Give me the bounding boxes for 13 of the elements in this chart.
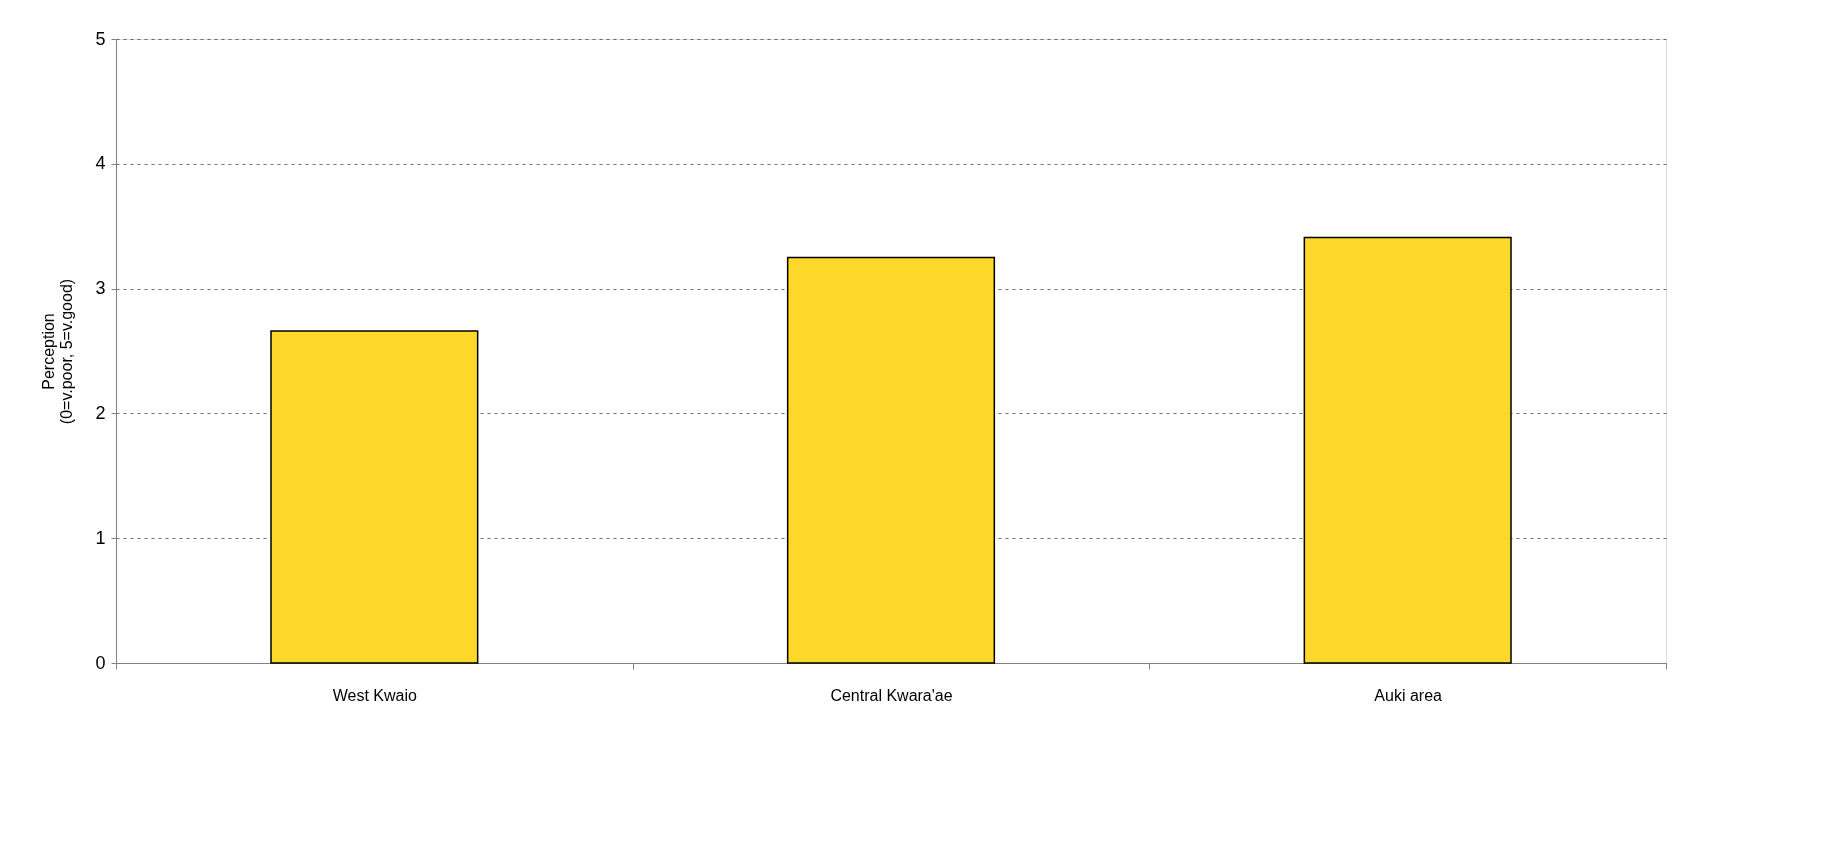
y-tick-label: 4	[95, 153, 106, 174]
bar	[786, 256, 996, 664]
x-tick-label: Auki area	[1374, 686, 1443, 704]
y-tick-label: 5	[95, 28, 106, 49]
bar	[1303, 236, 1512, 664]
y-axis-title: Perception (0=v.poor, 5=v.good)	[40, 278, 76, 425]
y-tick-label: 2	[95, 402, 106, 423]
bar	[270, 330, 479, 664]
x-tick-label: West Kwaio	[332, 686, 418, 704]
y-tick-label: 3	[95, 278, 106, 299]
x-tick-label: Central Kwara'ae	[830, 686, 953, 704]
y-tick-label: 1	[95, 527, 106, 548]
y-tick-label: 0	[95, 652, 106, 673]
